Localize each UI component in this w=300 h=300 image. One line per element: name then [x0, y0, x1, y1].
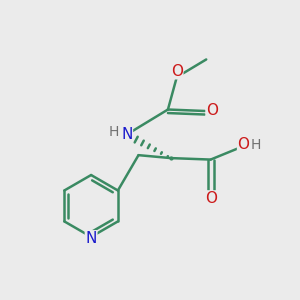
Text: O: O — [238, 137, 250, 152]
Text: H: H — [108, 125, 119, 139]
Text: N: N — [121, 127, 132, 142]
Text: O: O — [205, 191, 217, 206]
Text: H: H — [250, 138, 261, 152]
Text: O: O — [171, 64, 183, 79]
Text: O: O — [206, 103, 218, 118]
Text: N: N — [85, 231, 97, 246]
